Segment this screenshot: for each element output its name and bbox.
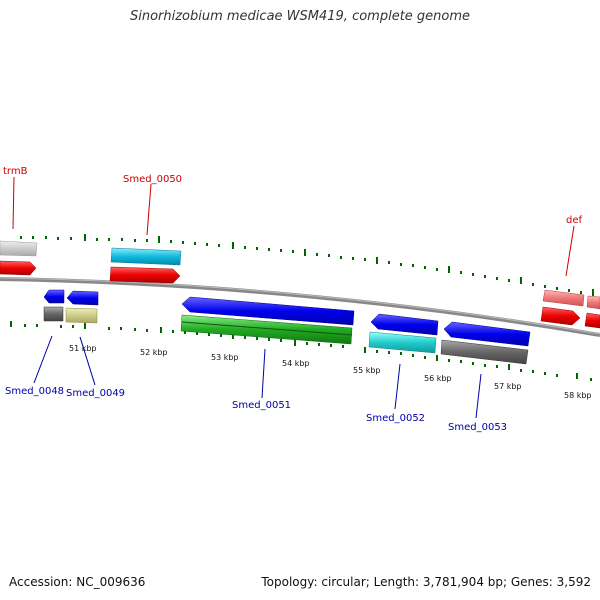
def-gene-2[interactable] <box>586 295 600 310</box>
label-Smed_0052[interactable]: Smed_0052 <box>366 413 425 424</box>
tick-label-53kbp: 53 kbp <box>211 353 239 362</box>
tick-label-57kbp: 57 kbp <box>494 382 522 391</box>
genome-stats-text: Topology: circular; Length: 3,781,904 bp… <box>261 575 591 589</box>
tick-label-54kbp: 54 kbp <box>282 359 310 368</box>
Smed_0053-cds[interactable] <box>443 321 531 347</box>
genome-backbone <box>0 277 600 337</box>
label-def[interactable]: def <box>566 215 583 226</box>
Smed_0052-leader <box>394 363 401 410</box>
reverse-strand-features <box>43 289 531 365</box>
Smed_0050-gene[interactable] <box>110 247 182 266</box>
label-Smed_0053[interactable]: Smed_0053 <box>448 422 507 433</box>
Smed_0052-gene[interactable] <box>368 331 437 354</box>
genome-backbone-highlight <box>0 277 600 335</box>
Smed_0052-cds[interactable] <box>370 313 439 336</box>
label-Smed_0050[interactable]: Smed_0050 <box>123 174 182 185</box>
Smed_0051-gene-stripe <box>181 321 353 336</box>
label-Smed_0049[interactable]: Smed_0049 <box>66 388 125 399</box>
accession-text: Accession: NC_009636 <box>9 575 146 589</box>
genome-title: Sinorhizobium medicae WSM419, complete g… <box>129 9 471 24</box>
label-Smed_0048[interactable]: Smed_0048 <box>5 386 64 397</box>
Smed_0049-gene[interactable] <box>65 307 98 324</box>
tick-label-58kbp: 58 kbp <box>564 391 592 400</box>
trmB-gene[interactable] <box>0 240 38 257</box>
Smed_0053-leader <box>475 373 482 419</box>
Smed_0051-gene[interactable] <box>180 314 353 345</box>
leader-lines <box>12 176 575 419</box>
trmB-cds[interactable] <box>0 260 37 276</box>
label-trmB[interactable]: trmB <box>3 166 28 177</box>
inner-tick-ring <box>10 321 592 381</box>
Smed_0049-leader <box>79 336 96 386</box>
tick-label-55kbp: 55 kbp <box>353 366 381 375</box>
Smed_0049-cds[interactable] <box>66 290 99 306</box>
def-gene-1[interactable] <box>542 289 585 307</box>
Smed_0050-cds[interactable] <box>109 266 181 284</box>
def-cds-1[interactable] <box>540 306 581 326</box>
Smed_0048-cds[interactable] <box>43 289 65 304</box>
Smed_0053-gene[interactable] <box>440 339 529 365</box>
outer-tick-ring <box>20 234 594 296</box>
Smed_0050-leader <box>146 183 152 236</box>
trmB-leader <box>12 176 15 230</box>
tick-label-56kbp: 56 kbp <box>424 374 452 383</box>
tick-label-52kbp: 52 kbp <box>140 348 168 357</box>
def-leader <box>565 225 575 277</box>
kbp-tick-labels: 51 kbp 52 kbp 53 kbp 54 kbp 55 kbp 56 kb… <box>69 344 592 400</box>
bottom-gene-labels: Smed_0048 Smed_0049 Smed_0051 Smed_0052 … <box>5 386 507 433</box>
label-Smed_0051[interactable]: Smed_0051 <box>232 400 291 411</box>
tick-label-51kbp: 51 kbp <box>69 344 97 353</box>
def-cds-2[interactable] <box>584 312 600 329</box>
Smed_0051-cds[interactable] <box>181 296 355 326</box>
Smed_0051-leader <box>261 348 266 399</box>
forward-strand-features <box>0 240 600 329</box>
Smed_0048-gene[interactable] <box>43 306 64 322</box>
top-gene-labels: trmB Smed_0050 def <box>3 166 583 226</box>
Smed_0048-leader <box>33 335 53 384</box>
